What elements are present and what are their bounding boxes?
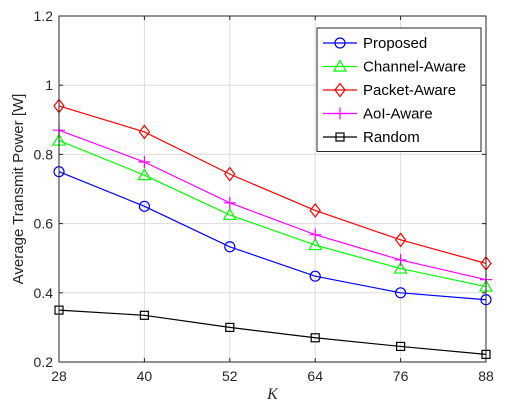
series-proposed bbox=[53, 166, 492, 306]
data-point-packet-aware bbox=[138, 124, 151, 140]
data-point-channel-aware bbox=[222, 207, 237, 221]
series-line-random bbox=[58, 309, 487, 355]
data-point-random bbox=[225, 322, 235, 332]
data-point-random bbox=[396, 341, 406, 352]
y-tick-label: 0.4 bbox=[34, 285, 54, 301]
y-tick-label: 0.6 bbox=[34, 216, 54, 232]
series-line-packet-aware bbox=[58, 105, 487, 264]
legend-label: AoI-Aware bbox=[363, 106, 433, 123]
data-point-packet-aware bbox=[224, 166, 236, 182]
data-point-aoi-aware bbox=[309, 228, 322, 241]
legend-marker bbox=[334, 107, 346, 120]
legend-entry-aoi-aware: AoI-Aware bbox=[323, 106, 433, 123]
plot-frame bbox=[58, 15, 487, 363]
legend-entry-channel-aware: Channel-Aware bbox=[323, 59, 466, 76]
data-point-proposed bbox=[309, 270, 321, 282]
legend-marker bbox=[335, 132, 345, 142]
legend: Proposed Channel-Aware Packet-Aware AoI-Awa… bbox=[316, 27, 482, 152]
y-tick-label: 1 bbox=[45, 77, 53, 93]
x-tick-label: 64 bbox=[307, 368, 323, 384]
legend-label: Random bbox=[363, 129, 420, 146]
series-line-proposed bbox=[58, 171, 487, 301]
data-point-aoi-aware bbox=[138, 156, 151, 169]
series-line-channel-aware bbox=[58, 140, 487, 288]
data-point-aoi-aware bbox=[394, 253, 407, 266]
y-tick-label: 1.2 bbox=[34, 8, 54, 24]
legend-entry-random: Random bbox=[323, 129, 420, 146]
data-point-packet-aware bbox=[309, 202, 321, 218]
legend-label: Channel-Aware bbox=[363, 59, 466, 76]
y-tick-label: 0.8 bbox=[34, 146, 54, 162]
series-line-aoi-aware bbox=[58, 129, 487, 281]
x-tick-label: 88 bbox=[478, 368, 494, 384]
x-tick-label: 76 bbox=[393, 368, 409, 384]
x-tick-label: 28 bbox=[51, 368, 67, 384]
series-layer bbox=[51, 98, 494, 359]
ticks: 28 40 52 64 76 88 0.2 0.4 0.6 0.8 1 1.2 bbox=[34, 8, 494, 384]
legend-marker bbox=[334, 82, 346, 98]
legend-marker bbox=[332, 59, 348, 72]
data-point-proposed bbox=[395, 287, 407, 299]
legend-entry-packet-aware: Packet-Aware bbox=[323, 82, 456, 99]
data-point-channel-aware bbox=[393, 261, 408, 274]
data-point-aoi-aware bbox=[223, 196, 236, 209]
data-point-packet-aware bbox=[394, 232, 407, 248]
y-axis-label: Average Transmit Power [W] bbox=[10, 94, 27, 285]
legend-label: Packet-Aware bbox=[363, 82, 456, 99]
x-axis-label: K bbox=[266, 386, 279, 403]
x-tick-label: 52 bbox=[222, 368, 238, 384]
data-point-proposed bbox=[224, 241, 236, 253]
legend-entry-proposed: Proposed bbox=[323, 35, 427, 52]
data-point-random bbox=[139, 310, 149, 320]
y-tick-label: 0.2 bbox=[34, 354, 54, 370]
data-point-channel-aware bbox=[308, 237, 323, 251]
legend-marker bbox=[334, 37, 346, 49]
legend-label: Proposed bbox=[363, 35, 427, 52]
data-point-proposed bbox=[138, 200, 150, 212]
data-point-random bbox=[310, 333, 320, 343]
data-point-channel-aware bbox=[137, 167, 152, 181]
x-tick-label: 40 bbox=[137, 368, 153, 384]
